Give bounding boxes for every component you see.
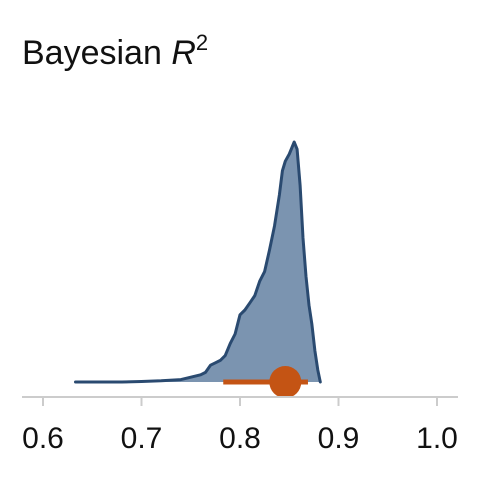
chart-title-text: Bayesian [22,34,171,72]
x-tick-label: 0.8 [219,422,261,455]
x-tick-label: 0.7 [121,422,163,455]
density-area [75,142,321,382]
x-tick-label: 1.0 [416,422,458,455]
chart-title-superscript: 2 [196,30,208,55]
x-tick-label: 0.9 [318,422,360,455]
x-tick-label: 0.6 [22,422,64,455]
density-line [74,140,322,384]
chart-title: Bayesian R2 [22,30,208,72]
plot-area [74,140,322,398]
x-axis: 0.6 0.7 0.8 0.9 1.0 [22,396,458,455]
chart-title-symbol: R [171,34,196,72]
point-estimate [269,366,302,398]
